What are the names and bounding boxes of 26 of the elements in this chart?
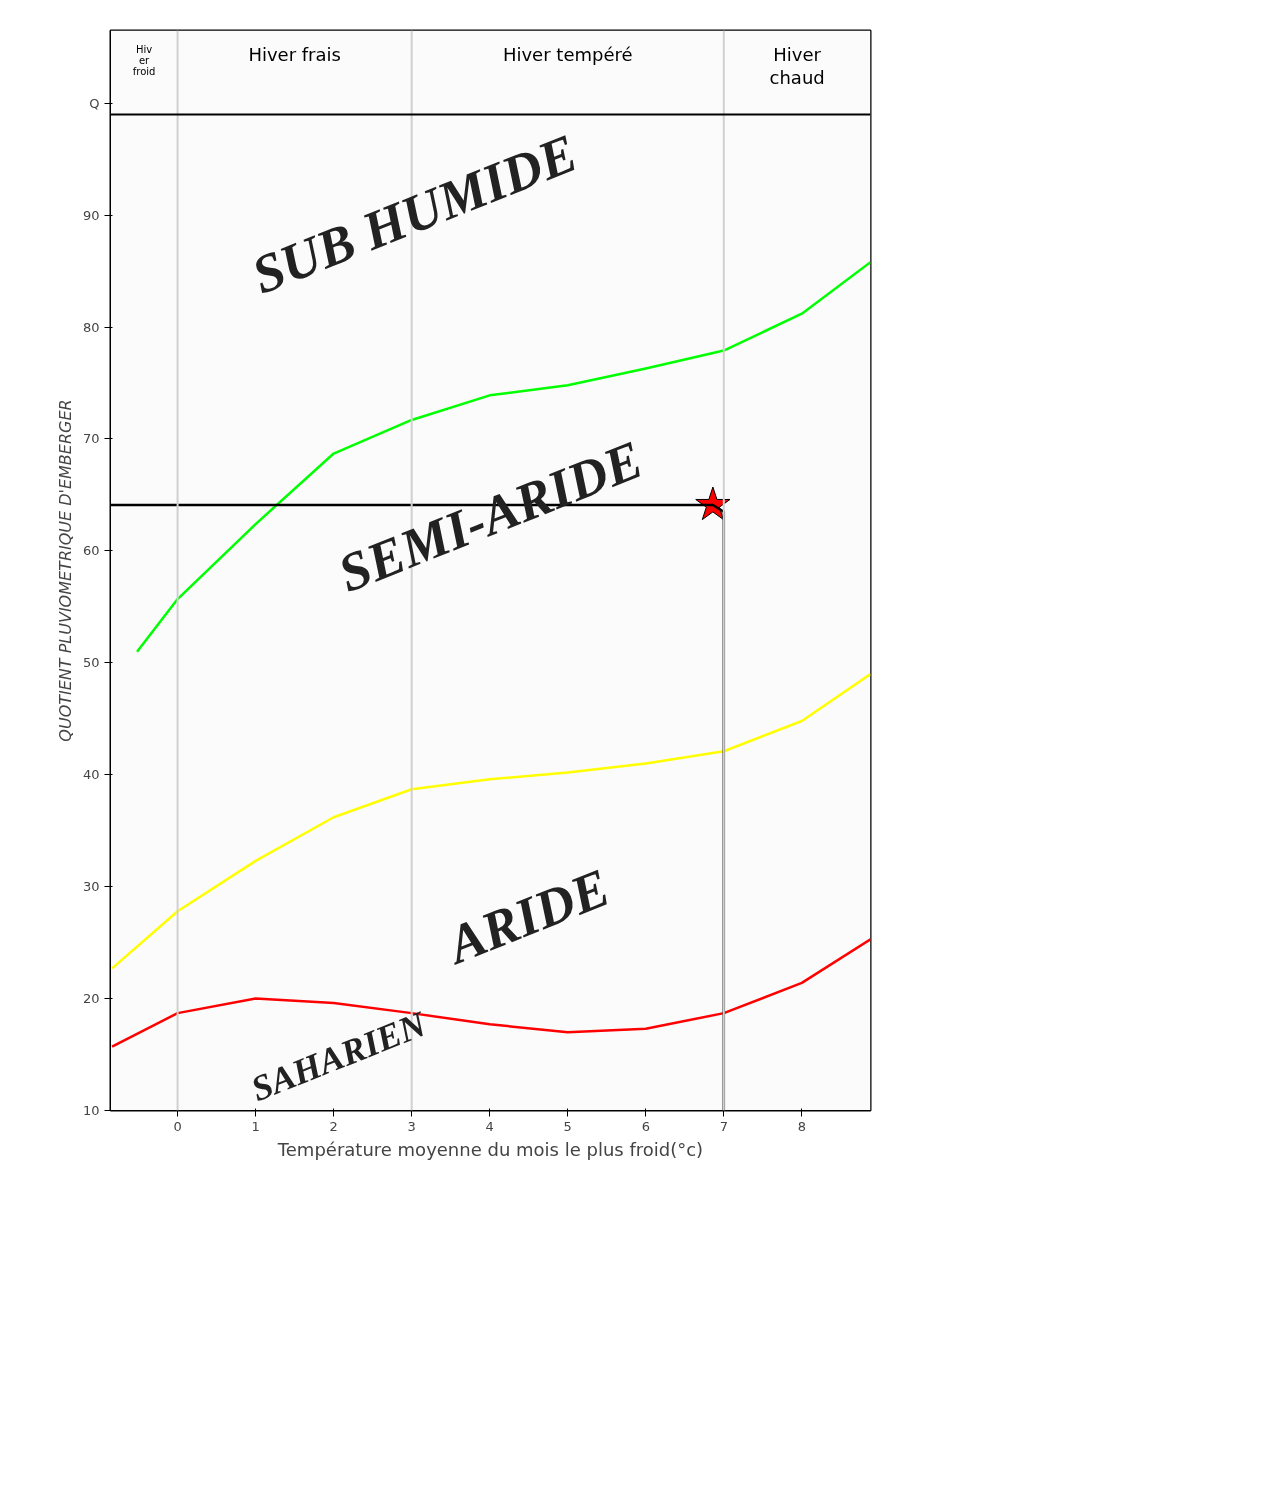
line-series [110,672,871,970]
x-tick-label: 0 [173,1118,182,1134]
x-tick-label: 5 [563,1118,572,1134]
x-tick-label: 8 [797,1118,806,1134]
y-tick-label: 70 [82,431,100,447]
y-tick-label: 90 [82,207,100,223]
x-tick-label: 3 [407,1118,416,1134]
x-tick-label: 4 [485,1118,494,1134]
band-label: Hiver tempéré [502,43,633,65]
band-label: Hiver chaud [769,43,825,89]
band-label: Hiv er froid [132,43,156,77]
x-tick-label: 2 [329,1118,338,1134]
y-axis-title: QUOTIENT PLUVIOMETRIQUE D'EMBERGER [55,399,75,742]
x-axis-title: Température moyenne du mois le plus froid(°c) [276,1138,704,1160]
x-tick-label: 6 [641,1118,650,1134]
y-tick-label: 80 [82,319,100,335]
x-tick-label: 7 [719,1118,728,1134]
x-tick-label: 1 [251,1118,260,1134]
band-label: Hiver frais [248,43,341,65]
y-tick-label: 60 [82,543,100,559]
y-tick-label: 30 [82,879,100,895]
y-tick-label: 50 [82,655,100,671]
y-tick-label: 40 [82,767,100,783]
y-tick-label: 20 [82,991,100,1007]
y-tick-label: 10 [82,1103,100,1118]
y-tick-label: Q [89,95,100,111]
